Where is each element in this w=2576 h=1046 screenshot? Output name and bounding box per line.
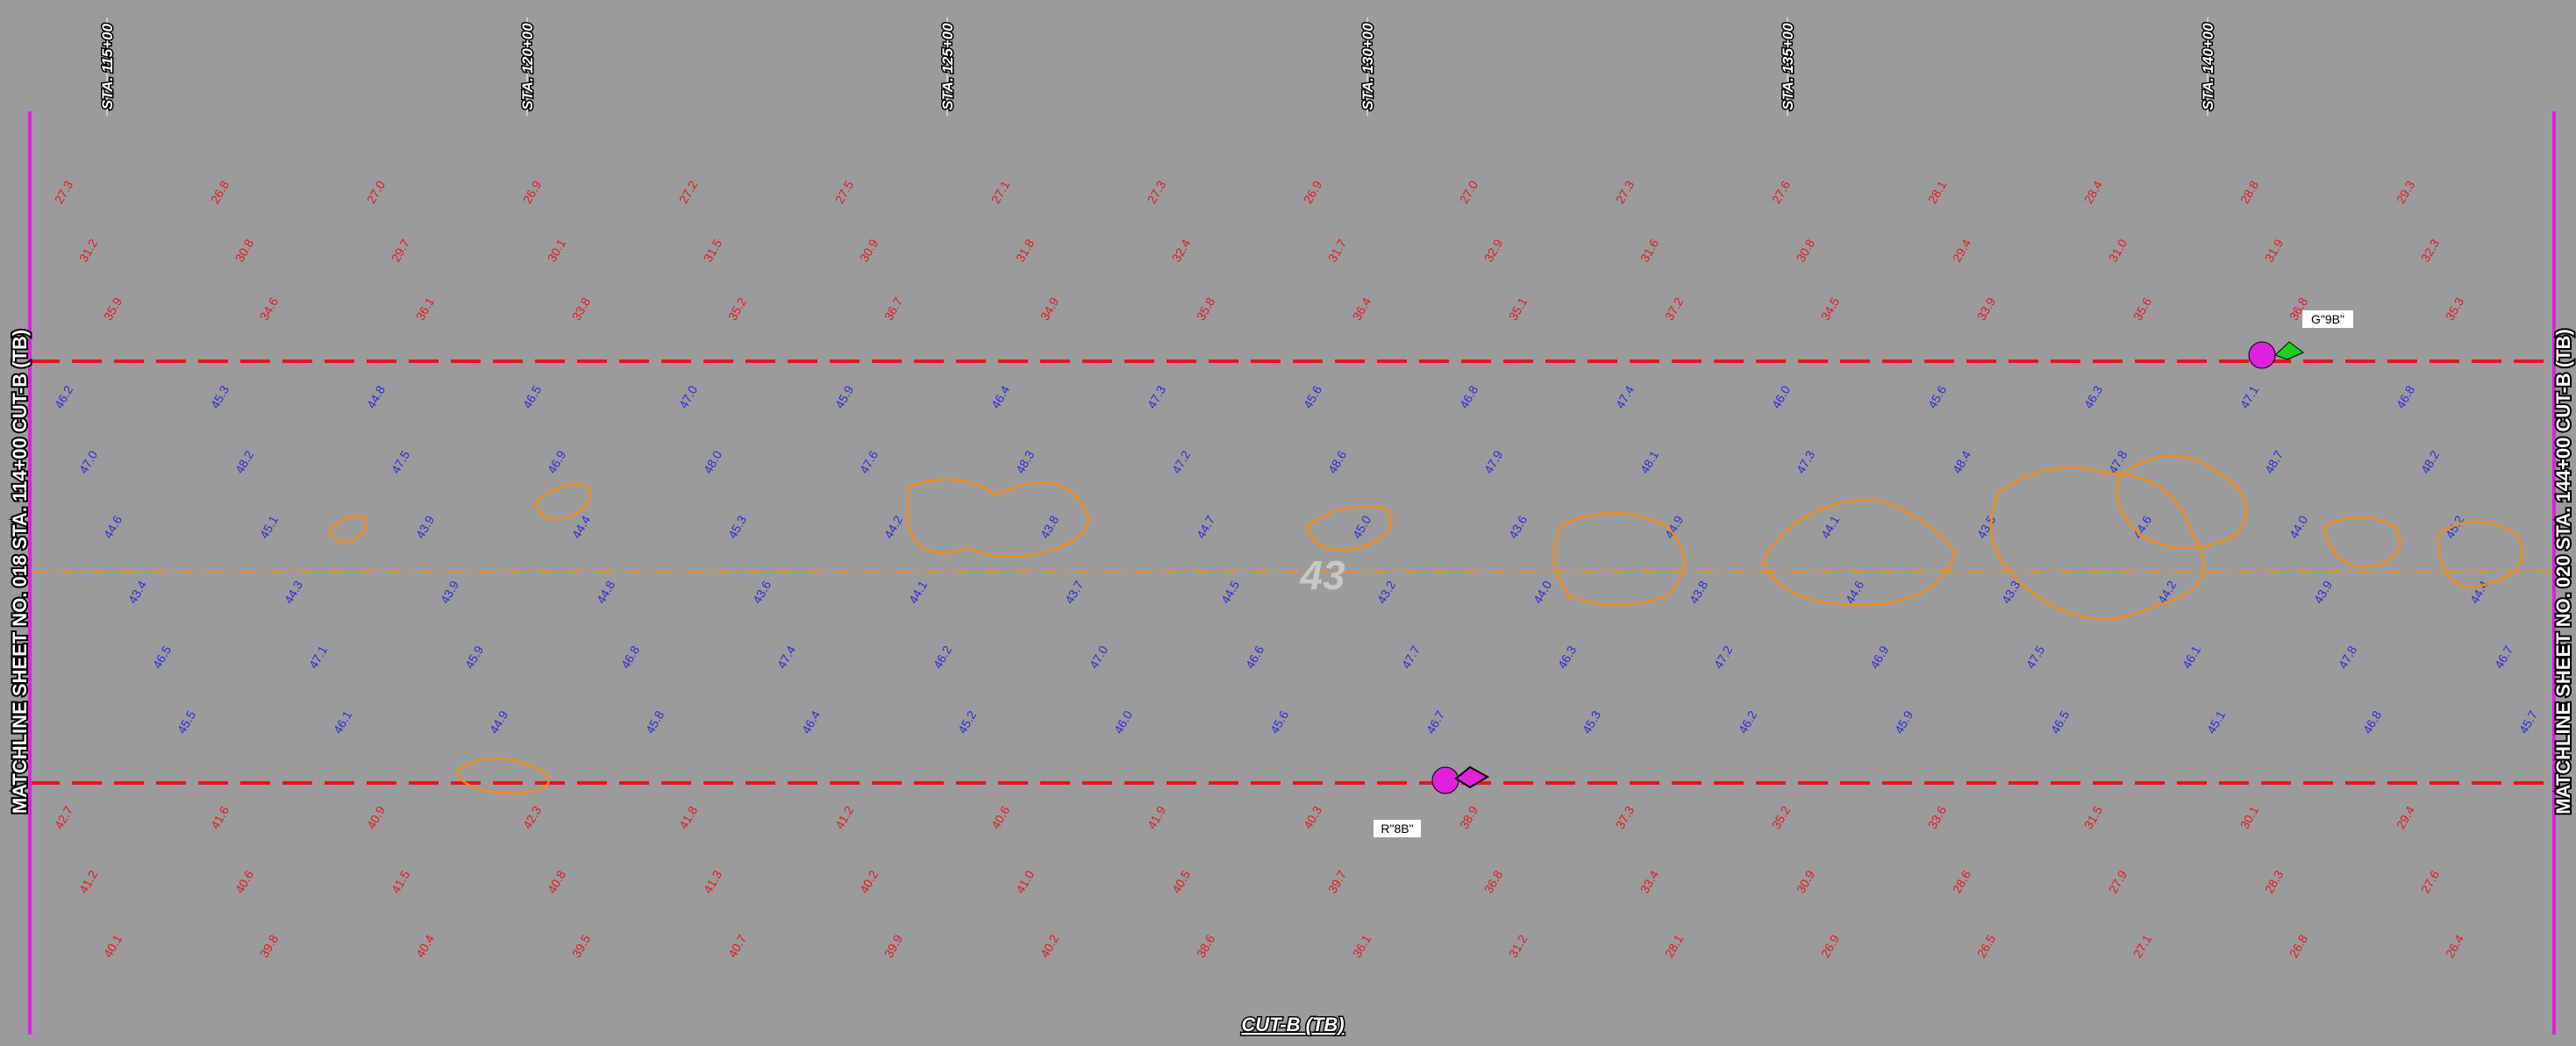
station-label: STA. 140+00 [2200,23,2216,110]
buoy-marker [1454,765,1490,789]
station-label: STA. 125+00 [939,23,956,110]
point-label: R"8B" [1381,822,1413,836]
buoy-marker [2248,341,2276,369]
contours [327,454,2523,795]
contour [2323,516,2401,568]
stations: STA. 115+00 STA. 120+00 STA. 125+00 STA. 13… [98,18,2218,116]
contour [906,478,1090,559]
matchline-right: MATCHLINE SHEET NO. 020 STA. 144+00 CUT-… [2552,329,2574,815]
station-label: STA. 115+00 [99,23,116,110]
contour [1552,511,1686,607]
station-label: STA. 120+00 [519,23,536,110]
contour [1761,498,1958,607]
contour [1989,466,2206,621]
contour [1305,505,1392,551]
contour [454,757,550,795]
matchline-left: MATCHLINE SHEET NO. 018 STA. 114+00 CUT-… [9,330,31,814]
buoy-marker [2274,341,2304,360]
station-label: STA. 130+00 [1359,23,1376,110]
buoy-marker [1431,766,1459,794]
contour [2116,454,2248,550]
point-label: G"9B" [2311,312,2344,326]
station-label: STA. 135+00 [1780,23,1796,110]
sheet-number: 43 [1299,552,1345,598]
cut-label: CUT-B (TB) [1241,1014,1344,1035]
label-box [1374,820,1421,837]
contour [2437,520,2523,588]
contour [327,515,368,544]
label-box [2302,310,2353,328]
contour [533,483,591,522]
